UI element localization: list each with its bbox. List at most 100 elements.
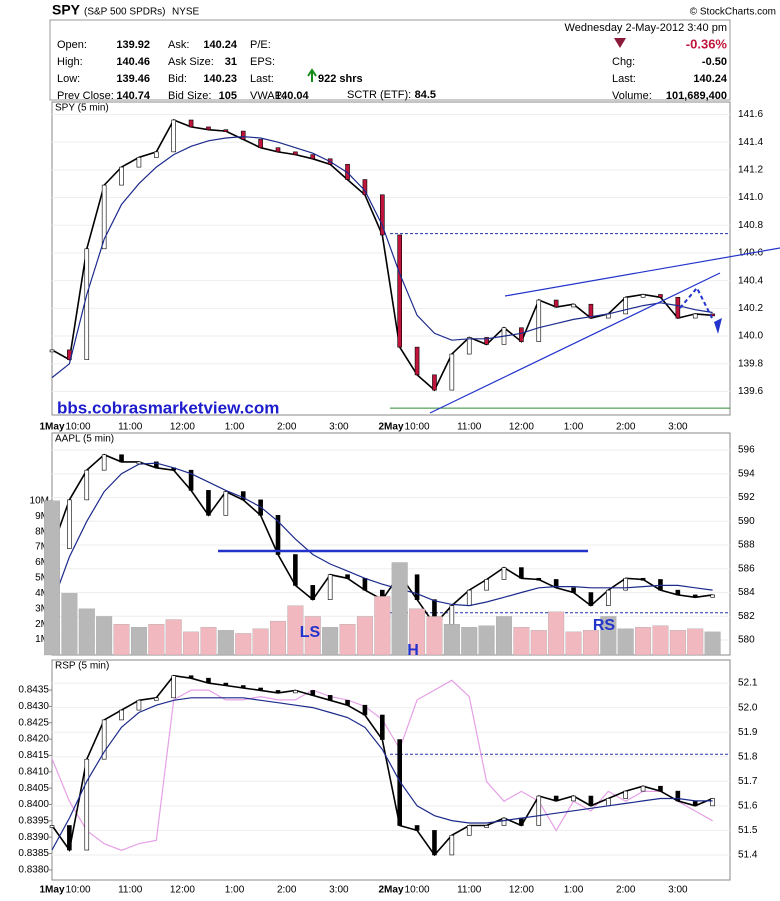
- trendline: [429, 272, 721, 414]
- candle: [553, 795, 559, 802]
- candle: [154, 697, 159, 701]
- volume-bar: [530, 630, 547, 656]
- y-tick-label: 51.7: [738, 776, 758, 787]
- x-tick-label: 10:00: [405, 422, 430, 433]
- candle: [49, 825, 55, 828]
- candle: [692, 313, 698, 319]
- candle: [101, 719, 107, 760]
- candle: [675, 296, 681, 319]
- volume-bar: [687, 628, 704, 656]
- y-tick-label: 588: [738, 540, 755, 551]
- trendlines: [218, 247, 780, 553]
- quote-label: Ask:: [168, 39, 189, 51]
- y-tick-label: 52.1: [738, 678, 758, 689]
- volume-bar: [478, 625, 495, 656]
- candle: [658, 785, 663, 792]
- candle: [345, 699, 350, 706]
- volume-bar: [669, 630, 686, 656]
- candle: [519, 327, 524, 342]
- candle: [136, 699, 142, 711]
- volume-bar: [652, 625, 669, 656]
- x-tick-label: 3:00: [329, 885, 349, 896]
- volume-bar: [113, 624, 130, 656]
- volume-bar: [600, 616, 617, 656]
- panel-frame: [51, 659, 731, 881]
- candle: [623, 790, 628, 799]
- x-tick-label: 2:00: [277, 885, 297, 896]
- volume-bar: [61, 593, 78, 656]
- panel-frame: [51, 101, 731, 416]
- candle: [119, 166, 124, 186]
- quote-value: 31: [225, 56, 237, 68]
- x-tick-label: 12:00: [509, 885, 534, 896]
- quote-value: 140.04: [275, 90, 310, 102]
- candle: [84, 758, 90, 851]
- candle: [519, 567, 524, 579]
- candle: [432, 830, 437, 856]
- quote-label: Prev Close:: [57, 90, 114, 102]
- quote-value: 139.46: [116, 73, 150, 85]
- candle: [49, 349, 55, 353]
- x-tick-label: 2May: [378, 885, 403, 896]
- volume-bar: [443, 624, 460, 656]
- volume-bar: [704, 631, 721, 656]
- candle: [432, 374, 437, 391]
- y2-tick-label: 2M: [35, 619, 49, 630]
- symbol-name: (S&P 500 SPDRs): [84, 7, 166, 18]
- candle: [275, 690, 281, 694]
- down-arrow: [614, 38, 626, 48]
- y2-tick-label: 3M: [35, 603, 49, 614]
- y-tick-label: 51.8: [738, 751, 758, 762]
- candle: [571, 303, 576, 308]
- y2-tick-label: 0.8405: [18, 783, 49, 794]
- quote-value: 105: [219, 90, 237, 102]
- annotation: H: [407, 642, 419, 659]
- candle: [692, 594, 698, 598]
- x-tick-label: 1:00: [225, 885, 245, 896]
- candle: [362, 704, 368, 716]
- panel-title: RSP (5 min): [55, 661, 109, 672]
- quote-label: VWAP:: [250, 90, 285, 102]
- volume-bar: [200, 627, 217, 656]
- y-tick-label: 139.6: [738, 386, 763, 397]
- x-tick-label: 1May: [39, 422, 64, 433]
- y-tick-label: 51.4: [738, 850, 758, 861]
- trendline: [504, 247, 780, 297]
- quote-box: [49, 19, 731, 101]
- candle: [293, 151, 298, 155]
- candle: [188, 675, 194, 679]
- candle: [536, 577, 542, 581]
- candle: [310, 585, 316, 600]
- symbol: SPY: [52, 2, 81, 18]
- candle: [258, 687, 263, 691]
- y2-tick-label: 0.8415: [18, 750, 49, 761]
- quote-label: Last:: [250, 73, 274, 85]
- quote-value: 140.24: [203, 39, 238, 51]
- quote-value: -0.50: [702, 56, 727, 68]
- candle: [710, 594, 715, 598]
- y-tick-label: 590: [738, 516, 755, 527]
- candle: [623, 577, 628, 591]
- quote-label: Bid Size:: [168, 90, 211, 102]
- x-tick-label: 3:00: [668, 885, 688, 896]
- y-tick-label: 51.5: [738, 825, 758, 836]
- candle: [206, 126, 211, 130]
- volume-bar: [496, 616, 512, 656]
- candle: [380, 714, 385, 740]
- y-tick-label: 141.6: [738, 109, 763, 120]
- x-tick-label: 10:00: [66, 885, 91, 896]
- candle: [310, 154, 316, 160]
- candle: [206, 677, 211, 684]
- candle: [223, 682, 229, 686]
- candle: [188, 469, 194, 491]
- candle: [119, 454, 124, 463]
- quote-value: 140.23: [203, 73, 237, 85]
- y-tick-label: 582: [738, 611, 755, 622]
- volume-bar: [322, 627, 339, 656]
- x-tick-label: 12:00: [170, 422, 195, 433]
- y-tick-label: 580: [738, 635, 755, 646]
- quote-label: SCTR (ETF):: [347, 89, 411, 101]
- candle: [571, 587, 576, 593]
- volume-bar: [582, 630, 599, 656]
- projection: [679, 286, 713, 319]
